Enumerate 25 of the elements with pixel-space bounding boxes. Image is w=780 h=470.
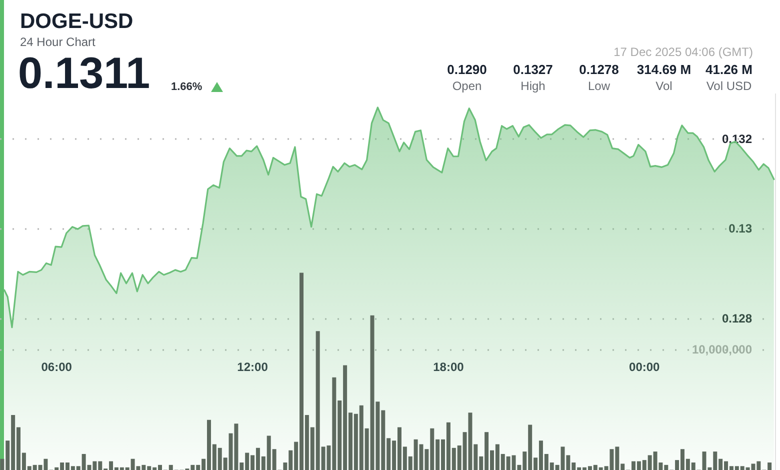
text: 41.26 M	[706, 62, 752, 77]
text: 0.1327	[513, 62, 553, 77]
text: Low	[588, 79, 610, 93]
text: 0.1290	[447, 62, 487, 77]
x-tick-label: 18:00	[433, 360, 464, 374]
text: Vol USD	[706, 79, 752, 93]
text: 0.1278	[579, 62, 619, 77]
text: Vol	[656, 79, 672, 93]
text: 1.66%	[171, 81, 202, 93]
x-tick-label: 12:00	[237, 360, 268, 374]
y-tick-label: 0.132	[722, 132, 752, 146]
text: Open	[452, 79, 482, 93]
bar	[768, 462, 772, 470]
text: 17 Dec 2025 04:06 (GMT)	[614, 45, 753, 59]
y-tick-label: 0.128	[722, 311, 752, 326]
x-tick-label: 00:00	[629, 360, 660, 374]
x-tick-label: 06:00	[41, 360, 72, 374]
y2-tick-label: 10,000,000	[692, 342, 752, 356]
annotation: 0.1311	[18, 49, 150, 98]
y-tick-label: 0.13	[728, 222, 752, 236]
chart-subtitle: 24 Hour Chart	[20, 35, 96, 49]
text: 314.69 M	[636, 62, 692, 77]
bar	[168, 464, 173, 470]
chart-title: DOGE-USD	[20, 10, 134, 33]
text: High	[520, 79, 546, 93]
